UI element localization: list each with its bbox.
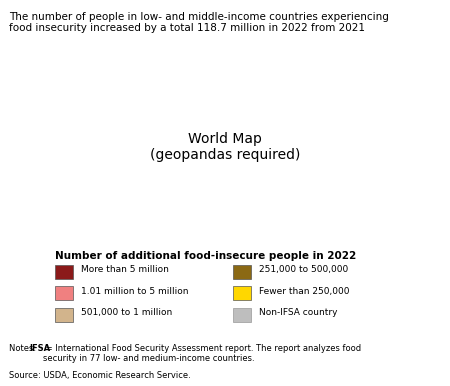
Text: 1.01 million to 5 million: 1.01 million to 5 million — [81, 286, 189, 296]
FancyBboxPatch shape — [233, 265, 252, 279]
Text: Source: USDA, Economic Research Service.: Source: USDA, Economic Research Service. — [9, 371, 191, 379]
Text: 501,000 to 1 million: 501,000 to 1 million — [81, 308, 172, 317]
Text: Non-IFSA country: Non-IFSA country — [260, 308, 338, 317]
FancyBboxPatch shape — [233, 308, 252, 322]
Text: The number of people in low- and middle-income countries experiencing
food insec: The number of people in low- and middle-… — [9, 12, 389, 33]
Text: IFSA: IFSA — [29, 344, 50, 352]
FancyBboxPatch shape — [55, 286, 73, 300]
Text: 251,000 to 500,000: 251,000 to 500,000 — [260, 265, 349, 274]
FancyBboxPatch shape — [55, 265, 73, 279]
FancyBboxPatch shape — [233, 286, 252, 300]
Text: Number of additional food-insecure people in 2022: Number of additional food-insecure peopl… — [55, 251, 356, 261]
Text: = International Food Security Assessment report. The report analyzes food
securi: = International Food Security Assessment… — [43, 344, 361, 363]
Text: Fewer than 250,000: Fewer than 250,000 — [260, 286, 350, 296]
Text: More than 5 million: More than 5 million — [81, 265, 169, 274]
Text: World Map
(geopandas required): World Map (geopandas required) — [150, 132, 300, 162]
FancyBboxPatch shape — [55, 308, 73, 322]
Text: Notes:: Notes: — [9, 344, 39, 352]
